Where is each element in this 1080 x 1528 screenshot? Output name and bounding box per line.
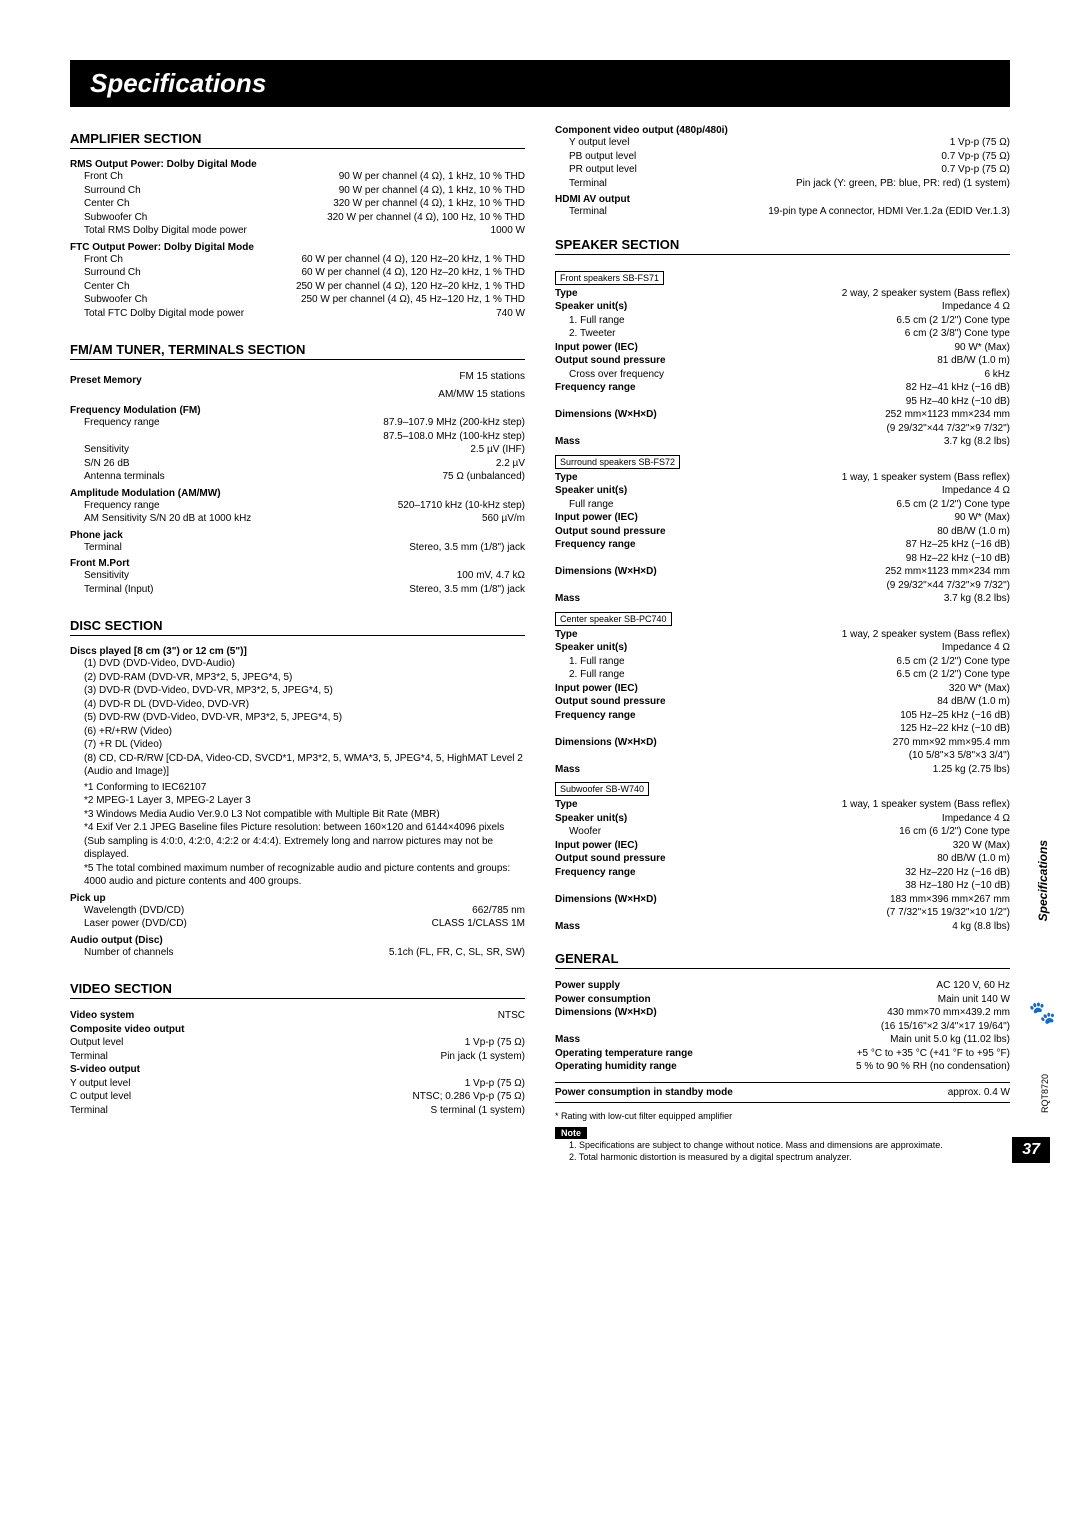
preset-v0: FM 15 stations	[148, 370, 525, 388]
rms-rows: Front Ch90 W per channel (4 Ω), 1 kHz, 1…	[70, 170, 525, 238]
mport-rows: Sensitivity100 mV, 4.7 kΩTerminal (Input…	[70, 569, 525, 596]
amp-heading: AMPLIFIER SECTION	[70, 131, 525, 149]
content-columns: AMPLIFIER SECTION RMS Output Power: Dolb…	[70, 121, 1010, 1163]
right-column: Component video output (480p/480i) Y out…	[555, 121, 1010, 1163]
phone-head: Phone jack	[70, 530, 525, 541]
rms-head: RMS Output Power: Dolby Digital Mode	[70, 159, 525, 170]
standby-v: approx. 0.4 W	[739, 1086, 1010, 1100]
paw-icon: 🐾	[1029, 1000, 1056, 1026]
mport-head: Front M.Port	[70, 558, 525, 569]
ftc-rows: Front Ch60 W per channel (4 Ω), 120 Hz–2…	[70, 253, 525, 321]
video-heading: VIDEO SECTION	[70, 981, 525, 999]
rating-note: * Rating with low-cut filter equipped am…	[555, 1111, 1010, 1121]
speaker-heading: SPEAKER SECTION	[555, 237, 1010, 255]
disc-heading: DISC SECTION	[70, 618, 525, 636]
page-number: 37	[1012, 1137, 1050, 1163]
played-list: (1) DVD (DVD-Video, DVD-Audio)(2) DVD-RA…	[70, 657, 525, 779]
phone-rows: TerminalStereo, 3.5 mm (1/8") jack	[70, 541, 525, 555]
notes-list: 1. Specifications are subject to change …	[555, 1139, 1010, 1163]
pickup-rows: Wavelength (DVD/CD)662/785 nmLaser power…	[70, 904, 525, 931]
left-column: AMPLIFIER SECTION RMS Output Power: Dolb…	[70, 121, 525, 1163]
note-label: Note	[555, 1127, 587, 1139]
comp-rows: Y output level1 Vp-p (75 Ω)PB output lev…	[555, 136, 1010, 190]
sidebar-label: Specifications	[1036, 840, 1050, 921]
doc-code: RQT8720	[1040, 1074, 1050, 1113]
footnotes-list: *1 Conforming to IEC62107*2 MPEG-1 Layer…	[70, 781, 525, 889]
audio-rows: Number of channels5.1ch (FL, FR, C, SL, …	[70, 946, 525, 960]
am-head: Amplitude Modulation (AM/MW)	[70, 488, 525, 499]
title-bar: Specifications	[70, 60, 1010, 107]
general-rows: Power supplyAC 120 V, 60 HzPower consump…	[555, 979, 1010, 1074]
pickup-head: Pick up	[70, 893, 525, 904]
audio-head: Audio output (Disc)	[70, 935, 525, 946]
speaker-groups: Front speakers SB-FS71Type2 way, 2 speak…	[555, 265, 1010, 934]
general-heading: GENERAL	[555, 951, 1010, 969]
fm-head: Frequency Modulation (FM)	[70, 405, 525, 416]
hdmi-rows: Terminal19-pin type A connector, HDMI Ve…	[555, 205, 1010, 219]
standby-l: Power consumption in standby mode	[555, 1086, 733, 1100]
page-title: Specifications	[90, 68, 990, 99]
am-rows: Frequency range520–1710 kHz (10-kHz step…	[70, 499, 525, 526]
video-rows: Video systemNTSCComposite video outputOu…	[70, 1009, 525, 1117]
tuner-heading: FM/AM TUNER, TERMINALS SECTION	[70, 342, 525, 360]
preset-head: Preset Memory	[70, 374, 142, 388]
fm-rows: Frequency range87.9–107.9 MHz (200-kHz s…	[70, 416, 525, 484]
preset-v1: AM/MW 15 stations	[76, 388, 525, 402]
played-head: Discs played [8 cm (3") or 12 cm (5")]	[70, 646, 525, 657]
standby-row: Power consumption in standby mode approx.…	[555, 1082, 1010, 1104]
ftc-head: FTC Output Power: Dolby Digital Mode	[70, 242, 525, 253]
hdmi-head: HDMI AV output	[555, 194, 1010, 205]
comp-head: Component video output (480p/480i)	[555, 125, 1010, 136]
